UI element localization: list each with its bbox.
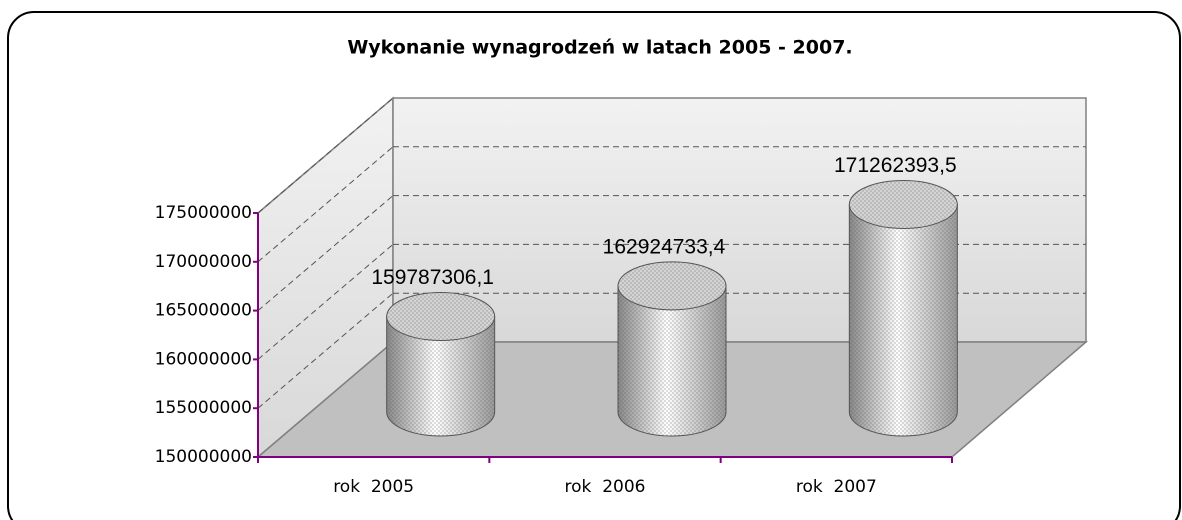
y-tick-label: 170000000	[155, 252, 252, 272]
y-tick-label: 165000000	[155, 301, 252, 321]
x-tick-label: rok 2007	[796, 477, 877, 497]
x-tick-label: rok 2005	[333, 477, 414, 497]
y-tick-label: 160000000	[155, 349, 252, 369]
bar-texture	[386, 316, 495, 437]
bar	[386, 291, 496, 437]
bar-top-texture	[618, 261, 726, 310]
y-tick-label: 155000000	[155, 398, 252, 418]
bar-top-texture	[386, 292, 495, 341]
value-label: 159787306,1	[371, 266, 494, 289]
bar-texture	[849, 204, 958, 437]
value-label: 162924733,4	[603, 235, 726, 258]
y-tick-label: 150000000	[155, 447, 252, 467]
x-tick-label: rok 2006	[565, 477, 646, 497]
bar-top-texture	[849, 180, 958, 229]
bar-texture	[618, 285, 726, 436]
bar	[848, 179, 958, 437]
bar	[617, 261, 727, 437]
y-tick-label: 175000000	[155, 203, 252, 223]
back-wall	[392, 97, 1087, 343]
chart-title: Wykonanie wynagrodzeń w latach 2005 - 20…	[347, 37, 852, 59]
value-label: 171262393,5	[834, 154, 957, 177]
